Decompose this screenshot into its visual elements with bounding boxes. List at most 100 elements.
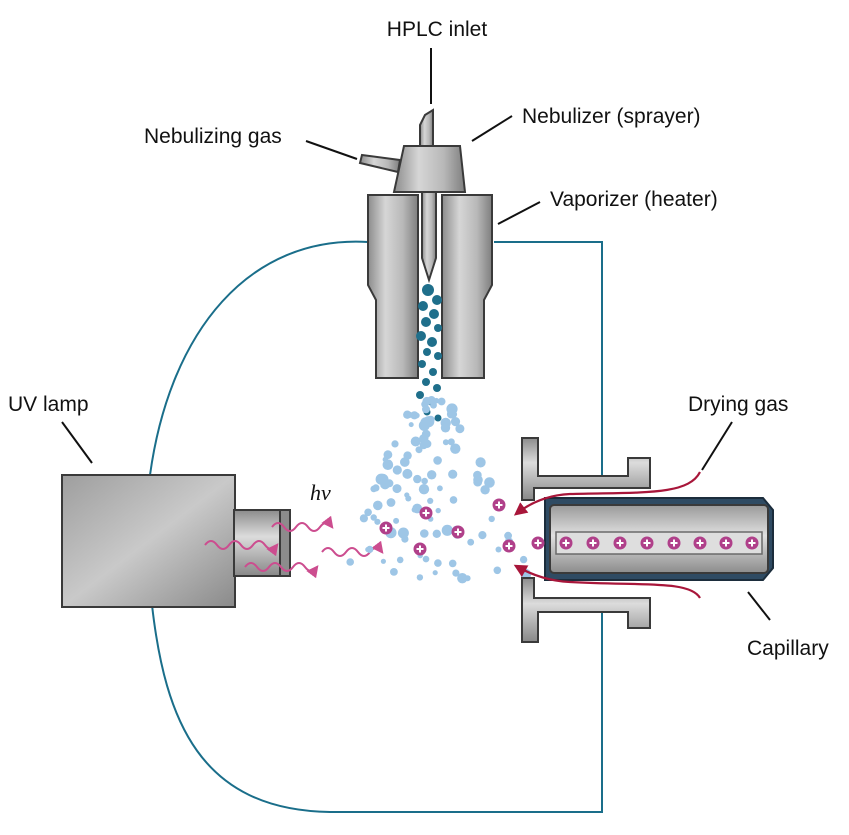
spray-plume [346,284,532,584]
droplet [421,317,431,327]
leader-vaporizer [497,201,541,225]
droplet [404,492,410,498]
nebulizer [358,108,467,284]
droplet [427,470,437,480]
droplet [419,441,428,450]
label-nebulizing-gas: Nebulizing gas [144,125,282,148]
droplet [420,437,426,443]
droplet [519,555,528,564]
droplet [420,529,429,538]
wavy-arrow-icon [204,540,279,557]
droplet [504,531,512,540]
droplet [413,474,422,484]
droplet [433,456,442,465]
droplet [422,378,430,386]
droplet [488,515,495,523]
droplet [390,568,398,576]
droplet [448,469,458,479]
droplet [427,337,437,347]
droplet [433,384,441,392]
droplet [411,507,418,513]
droplet [410,436,421,447]
droplet [427,497,434,504]
spray-shield-upper [521,437,651,501]
droplet [418,420,430,431]
droplet [402,468,413,479]
droplet [415,446,423,454]
nebulizing-gas-inlet [358,153,402,174]
droplet [397,527,409,539]
droplet [432,529,441,538]
leader-capillary [747,591,771,621]
droplet [473,470,482,480]
drying-gas-flow [513,471,701,599]
uv-lamp [61,474,291,608]
droplet [418,360,426,368]
droplet [392,484,402,494]
droplet [382,456,388,463]
plus-circle-icon [693,536,707,550]
wavy-arrow-icon [244,562,319,579]
droplet [437,397,446,406]
plus-circle-icon [531,536,545,550]
circuit-wire [149,240,603,813]
droplet [403,451,412,460]
droplet [434,414,442,422]
label-capillary: Capillary [747,637,829,660]
label-nebulizer: Nebulizer (sprayer) [522,105,701,128]
droplet [432,570,438,576]
plus-circle-icon [492,498,506,512]
plus-circle-icon [559,536,573,550]
droplet [366,545,374,554]
uv-lamp-window [233,509,283,577]
droplet [364,508,372,517]
label-hv: hv [310,480,331,505]
droplet [374,518,381,525]
droplet [452,569,460,577]
droplet [413,412,420,419]
plus-circle-icon [413,542,427,556]
droplet [440,417,451,429]
droplet [429,309,439,319]
droplet [449,496,458,504]
leader-nebulizer [471,115,513,142]
droplet [434,559,442,567]
droplet [480,485,490,495]
plus-circle-icon [379,521,393,535]
droplet [422,555,430,563]
leader-uv-lamp [61,421,93,464]
droplet [421,477,428,485]
leader-nebulizing-gas [305,140,358,160]
droplet [346,558,355,566]
droplet [422,405,430,414]
plus-circle-icon [419,506,433,520]
droplet [495,546,502,553]
droplet [386,498,396,507]
vaporizer [367,194,493,379]
droplet [450,411,458,418]
label-vaporizer: Vaporizer (heater) [550,188,718,211]
droplet [416,331,426,341]
droplet [478,531,487,540]
label-drying-gas: Drying gas [688,393,788,416]
label-uv-lamp: UV lamp [8,393,89,416]
plus-circle-icon [667,536,681,550]
droplet [437,485,443,492]
droplet [418,484,430,495]
photon-arrows [204,515,384,579]
droplet [373,500,383,511]
droplet [396,556,404,564]
droplet [447,438,455,446]
droplet [370,514,377,521]
droplet [442,439,449,446]
droplet [464,575,471,582]
droplet [392,465,402,475]
droplet [434,324,442,332]
droplet [441,524,453,536]
plus-circle-icon [502,539,516,553]
plus-circle-icon [451,525,465,539]
droplet [372,484,380,492]
droplet [455,424,465,434]
droplet [475,457,486,468]
droplet [375,473,387,485]
